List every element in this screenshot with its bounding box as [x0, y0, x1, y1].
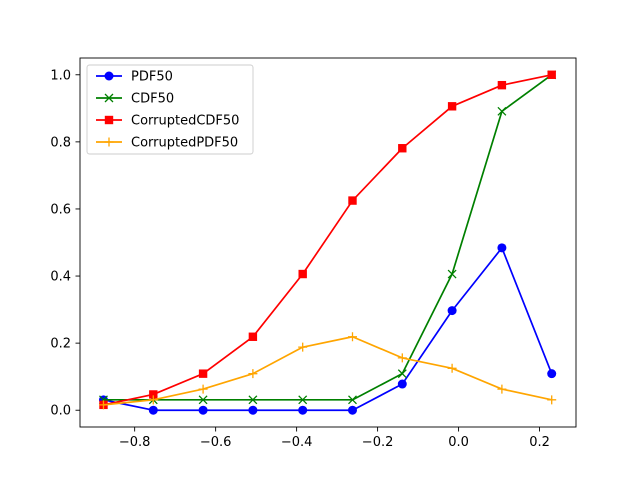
series-line-pdf50	[103, 247, 553, 412]
data-point-corruptedcdf50	[398, 144, 407, 153]
data-point-corruptedpdf50	[198, 384, 208, 394]
data-point-pdf50	[198, 405, 208, 415]
y-axis-ticks: 0.0 0.2 0.4 0.6 0.8 1.0	[50, 68, 80, 419]
data-point-corruptedcdf50	[348, 196, 357, 205]
legend-label: CDF50	[131, 92, 174, 107]
data-point-corruptedpdf50	[447, 363, 457, 373]
x-tick-label: 0.0	[448, 435, 469, 450]
y-tick-label: 0.8	[50, 135, 71, 150]
plot-area-border	[79, 57, 577, 428]
data-point-cdf50	[397, 369, 407, 379]
x-tick-label: 0.2	[529, 435, 550, 450]
legend-label: CorruptedCDF50	[131, 114, 239, 129]
x-tick-label: −0.8	[119, 435, 151, 450]
data-point-corruptedpdf50	[148, 395, 158, 405]
data-point-pdf50	[447, 306, 457, 316]
x-tick-label: −0.6	[200, 435, 232, 450]
data-point-corruptedcdf50	[198, 369, 208, 378]
y-tick-label: 1.0	[50, 68, 71, 83]
data-point-corruptedcdf50	[497, 80, 507, 90]
data-point-cdf50	[198, 395, 208, 405]
data-point-cdf50	[497, 106, 507, 116]
legend-item-cdf50: CDF50	[96, 92, 174, 107]
data-point-corruptedpdf50	[298, 342, 308, 352]
x-tick-label: −0.2	[362, 435, 394, 450]
series-line-cdf50	[103, 74, 553, 401]
data-point-cdf50	[447, 269, 457, 279]
y-tick-label: 0.4	[50, 270, 71, 285]
data-point-corruptedpdf50	[347, 332, 357, 342]
series-layer	[98, 70, 557, 415]
legend-marker	[104, 71, 114, 81]
legend-item-corruptedpdf50: CorruptedPDF50	[96, 136, 238, 151]
legend-box	[86, 64, 254, 155]
legend-marker	[104, 93, 114, 103]
data-point-corruptedpdf50	[397, 353, 407, 363]
data-point-corruptedcdf50	[447, 102, 457, 111]
data-point-corruptedcdf50	[149, 390, 158, 399]
data-point-pdf50	[248, 405, 258, 415]
data-point-pdf50	[148, 405, 158, 415]
legend-label: CorruptedPDF50	[131, 136, 238, 151]
data-point-corruptedpdf50	[248, 369, 258, 379]
legend-marker	[104, 115, 114, 125]
legend: PDF50 CDF50 CorruptedCDF50 CorruptedPDF50	[86, 64, 254, 155]
data-point-cdf50	[248, 395, 258, 405]
legend-item-corruptedcdf50: CorruptedCDF50	[96, 114, 239, 129]
data-point-corruptedpdf50	[98, 400, 108, 410]
y-tick-label: 0.2	[50, 337, 71, 352]
data-point-pdf50	[547, 369, 557, 379]
series-corruptedpdf50	[98, 332, 557, 410]
x-axis-ticks: −0.8 −0.6 −0.4 −0.2 0.0 0.2	[119, 427, 550, 450]
axes-frame	[79, 57, 577, 428]
series-line-corruptedcdf50	[103, 73, 552, 406]
data-point-corruptedcdf50	[248, 332, 258, 341]
data-point-cdf50	[348, 395, 357, 405]
data-point-corruptedpdf50	[547, 395, 557, 405]
x-tick-label: −0.4	[281, 435, 313, 450]
data-point-corruptedpdf50	[497, 384, 507, 394]
legend-marker	[104, 137, 114, 147]
data-point-corruptedcdf50	[547, 70, 556, 79]
data-point-pdf50	[497, 243, 507, 253]
data-point-cdf50	[298, 395, 308, 405]
data-point-pdf50	[298, 405, 308, 415]
data-point-corruptedcdf50	[298, 269, 307, 279]
legend-label: PDF50	[131, 70, 173, 85]
series-pdf50	[98, 243, 557, 415]
series-line-corruptedpdf50	[103, 335, 552, 406]
legend-item-pdf50: PDF50	[96, 70, 173, 85]
data-point-pdf50	[347, 405, 357, 415]
y-tick-label: 0.6	[50, 202, 71, 217]
y-tick-label: 0.0	[50, 404, 71, 419]
data-point-pdf50	[397, 379, 407, 389]
